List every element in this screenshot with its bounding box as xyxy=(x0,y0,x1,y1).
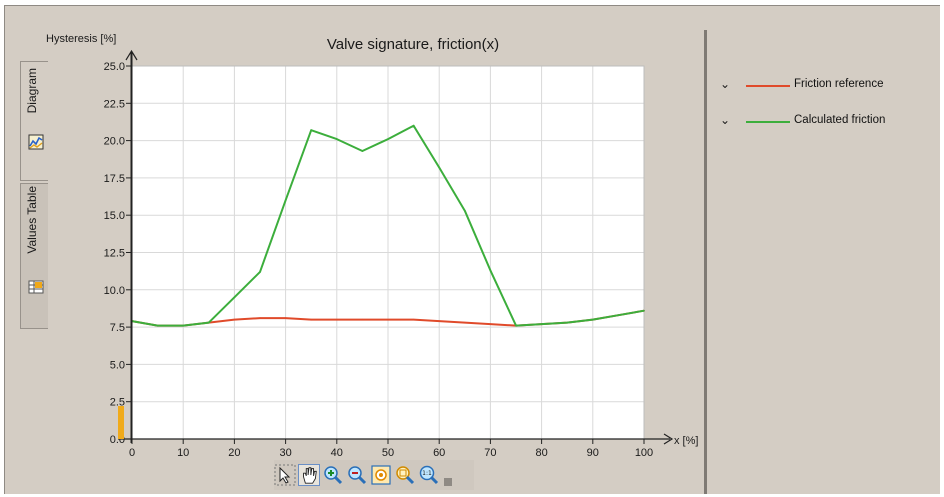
data-point-friction-reference xyxy=(310,318,313,321)
zoom-area-icon xyxy=(396,466,415,485)
x-tick-label: 10 xyxy=(177,447,189,459)
data-point-friction-reference xyxy=(361,318,364,321)
y-tick-label: 22.5 xyxy=(104,98,125,110)
data-point-friction-reference xyxy=(412,318,415,321)
pan-tool-button[interactable] xyxy=(298,464,320,486)
zoom-reset-button[interactable]: 1:1 xyxy=(418,464,440,486)
legend-label: Friction reference xyxy=(794,78,884,90)
y-tick-label: 15.0 xyxy=(104,210,125,222)
y-tick-label: 5.0 xyxy=(110,359,125,371)
x-tick-label: 30 xyxy=(279,447,291,459)
data-point-calculated-friction xyxy=(361,150,364,152)
view-tabs: Diagram Values Table xyxy=(8,27,48,497)
pointer-icon xyxy=(274,464,296,486)
data-point-calculated-friction xyxy=(438,166,441,169)
data-point-friction-reference xyxy=(438,320,441,322)
y-axis-arrow xyxy=(125,49,138,61)
x-tick-label: 70 xyxy=(484,447,496,459)
zoom-reset-text: 1:1 xyxy=(422,470,432,477)
zoom-fit-icon xyxy=(371,465,391,485)
data-point-calculated-friction xyxy=(617,314,620,316)
valve-signature-chart[interactable]: 0 10 20 30 40 50 60 70 80 90 1000.02.55.07.510.012… xyxy=(36,25,704,465)
zoom-out-button[interactable] xyxy=(346,464,368,486)
x-tick-label: 40 xyxy=(331,447,343,459)
x-axis-arrow xyxy=(663,433,674,445)
legend-item-calculated-friction[interactable]: ⌄ Calculated friction xyxy=(712,112,937,132)
data-point-calculated-friction xyxy=(284,199,287,202)
panel-splitter[interactable] xyxy=(704,30,707,494)
series-layer xyxy=(131,124,645,327)
values-table-icon xyxy=(28,279,44,300)
zoom-fit-button[interactable] xyxy=(370,464,392,486)
y-tick-label: 12.5 xyxy=(104,248,125,260)
zoom-in-icon xyxy=(324,466,343,485)
y-tick-label: 20.0 xyxy=(104,136,125,148)
data-point-calculated-friction xyxy=(156,324,159,327)
chart-toolbar: 1:1 xyxy=(274,460,474,490)
legend-swatch-friction-reference xyxy=(746,85,790,87)
chart-panel: 0 10 20 30 40 50 60 70 80 90 100 0.0 2.5 5.0 7.5 10.0 12… xyxy=(36,25,704,494)
chevron-down-icon[interactable]: ⌄ xyxy=(720,77,731,91)
data-point-calculated-friction xyxy=(387,138,389,140)
x-tick-label: 80 xyxy=(535,447,547,459)
x-tick-label: 90 xyxy=(587,447,599,459)
y-axis-label: Hysteresis [%] xyxy=(46,33,116,45)
data-point-calculated-friction xyxy=(643,309,645,312)
data-point-calculated-friction xyxy=(540,323,543,325)
data-point-calculated-friction xyxy=(489,269,492,272)
data-point-friction-reference xyxy=(387,318,389,321)
y-tick-label: 25.0 xyxy=(104,61,125,73)
data-point-calculated-friction xyxy=(464,209,466,212)
data-point-calculated-friction xyxy=(592,318,594,321)
data-point-friction-reference xyxy=(489,323,492,325)
chevron-down-icon[interactable]: ⌄ xyxy=(720,113,731,127)
data-point-friction-reference xyxy=(233,318,236,321)
data-point-calculated-friction xyxy=(515,324,517,327)
x-tick-label: 0 xyxy=(129,447,135,459)
y-tick-label: 7.5 xyxy=(110,322,125,334)
select-tool-button[interactable] xyxy=(274,464,296,486)
data-point-friction-reference xyxy=(464,321,466,324)
data-point-calculated-friction xyxy=(259,271,261,273)
data-point-calculated-friction xyxy=(233,296,236,299)
tab-diagram[interactable]: Diagram xyxy=(20,61,48,181)
data-point-friction-reference xyxy=(336,318,338,321)
data-point-friction-reference xyxy=(259,317,261,319)
toolbar-grip xyxy=(444,478,452,486)
data-point-calculated-friction xyxy=(412,124,415,127)
data-point-friction-reference xyxy=(284,317,287,319)
y-tick-label: 2.5 xyxy=(110,397,125,409)
x-tick-label: 100 xyxy=(635,447,653,459)
legend-item-friction-reference[interactable]: ⌄ Friction reference xyxy=(712,76,937,96)
chart-title: Valve signature, friction(x) xyxy=(327,36,499,53)
range-indicator xyxy=(118,406,124,439)
tab-values-table[interactable]: Values Table xyxy=(20,183,48,329)
chart-legend: ⌄ Friction reference ⌄ Calculated fricti… xyxy=(712,70,937,190)
data-point-calculated-friction xyxy=(566,321,568,324)
data-point-calculated-friction xyxy=(336,138,338,140)
x-axis-label: x [%] xyxy=(674,435,698,447)
hand-icon xyxy=(303,467,317,484)
zoom-area-button[interactable] xyxy=(394,464,416,486)
x-tick-label: 20 xyxy=(228,447,240,459)
y-tick-label: 10.0 xyxy=(104,285,125,297)
data-point-calculated-friction xyxy=(208,321,210,324)
data-point-calculated-friction xyxy=(182,324,184,327)
legend-label: Calculated friction xyxy=(794,114,886,126)
x-tick-label: 50 xyxy=(382,447,394,459)
chart-axes: 0 10 20 30 40 50 60 70 80 90 1000.02.55.07.510.012… xyxy=(104,49,674,459)
zoom-1to1-icon: 1:1 xyxy=(419,465,439,485)
zoom-in-button[interactable] xyxy=(322,464,344,486)
legend-swatch-calculated-friction xyxy=(746,121,790,123)
zoom-out-icon xyxy=(348,466,367,485)
data-point-calculated-friction xyxy=(310,129,313,131)
y-tick-label: 17.5 xyxy=(104,173,125,185)
x-tick-label: 60 xyxy=(433,447,445,459)
diagram-icon xyxy=(28,134,44,155)
